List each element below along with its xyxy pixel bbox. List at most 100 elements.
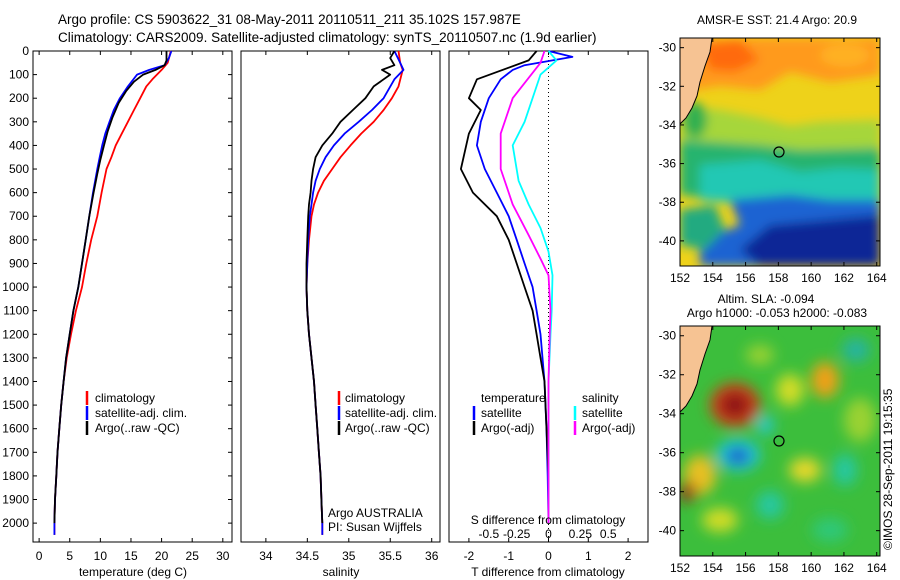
depth-tick-label: 400 bbox=[9, 138, 29, 152]
figure-title-line2: Climatology: CARS2009. Satellite-adjuste… bbox=[58, 30, 597, 45]
salinity-axes-box bbox=[240, 50, 441, 543]
temperature-panel: 0100200300400500600700800900100011001200… bbox=[2, 44, 233, 579]
x-tick-label: 2 bbox=[625, 549, 632, 563]
pi-label: PI: Susan Wijffels bbox=[328, 520, 422, 534]
depth-tick-label: 100 bbox=[9, 68, 29, 82]
map-lon-tick-label: 154 bbox=[703, 271, 723, 285]
map-lat-tick-label: -40 bbox=[659, 234, 677, 248]
depth-tick-label: 1500 bbox=[2, 398, 29, 412]
x-tick-label: 0 bbox=[36, 549, 43, 563]
difference-x-axis: -2 -1 0 1 2 bbox=[464, 51, 632, 563]
depth-tick-label: 900 bbox=[9, 256, 29, 270]
sst-map-panel: AMSR-E SST: 21.4 Argo: 20.9 bbox=[659, 13, 887, 285]
depth-tick-label: 1100 bbox=[3, 304, 29, 318]
sla-map-title-line2: Argo h1000: -0.053 h2000: -0.083 bbox=[687, 306, 867, 320]
temperature-axes-box bbox=[32, 50, 233, 543]
temperature-series bbox=[53, 50, 173, 535]
x-tick-label: 10 bbox=[94, 549, 108, 563]
map-lon-tick-label: 152 bbox=[670, 561, 690, 575]
sla-map-axes: 152 154 156 158 160 162 164 -30 -32 -34 -36 -38 -40 bbox=[659, 326, 887, 575]
salinity-x-axis: 34 34.5 35 35.5 36 bbox=[259, 51, 439, 563]
imos-timestamp: ©IMOS 28-Sep-2011 19:15:35 bbox=[881, 388, 895, 550]
depth-tick-label: 1000 bbox=[2, 280, 29, 294]
map-lon-tick-label: 164 bbox=[867, 271, 887, 285]
x-tick-label: -2 bbox=[464, 549, 475, 563]
map-lon-tick-label: 158 bbox=[768, 271, 788, 285]
s-diff-tick-label: -0.25 bbox=[503, 527, 531, 541]
sst-map-frame bbox=[679, 37, 881, 267]
depth-tick-label: 1600 bbox=[2, 422, 29, 436]
depth-tick-label: 1200 bbox=[2, 327, 29, 341]
depth-tick-label: 1700 bbox=[2, 445, 29, 459]
x-tick-label: 20 bbox=[155, 549, 169, 563]
map-lat-tick-label: -32 bbox=[659, 79, 677, 93]
x-tick-label: -1 bbox=[503, 549, 514, 563]
map-lat-tick-label: -30 bbox=[659, 41, 677, 55]
figure-title-line1: Argo profile: CS 5903622_31 08-May-2011 … bbox=[58, 12, 521, 27]
x-tick-label: 25 bbox=[186, 549, 200, 563]
australia-coastline-sla bbox=[680, 326, 713, 413]
depth-axis: 0 100 200 300 400 500 600 700 800 900 1000 1100 1200… bbox=[2, 44, 232, 530]
float-position-marker-sla bbox=[773, 435, 785, 447]
legend-label-argo: Argo(..raw -QC) bbox=[345, 421, 430, 435]
legend-label-climatology: climatology bbox=[345, 391, 405, 405]
salinity-series bbox=[305, 50, 405, 535]
x-tick-label: 34.5 bbox=[296, 549, 320, 563]
series-line-argo-raw-qc- bbox=[305, 50, 396, 524]
legend-label-t-satellite: satellite bbox=[481, 406, 522, 420]
temperature-legend: climatology satellite-adj. clim. Argo(..… bbox=[85, 391, 187, 435]
difference-panel: -2 -1 0 1 2 temperature salinity satellite s… bbox=[448, 50, 649, 579]
salinity-legend: climatology satellite-adj. clim. Argo(..… bbox=[337, 391, 437, 435]
difference-series bbox=[459, 50, 574, 524]
map-lat-tick-label: -34 bbox=[659, 407, 677, 421]
x-tick-label: 0 bbox=[545, 549, 552, 563]
s-difference-label: S difference from climatology bbox=[471, 513, 626, 527]
legend-label-s-argo: Argo(-adj) bbox=[582, 421, 635, 435]
map-lat-tick-label: -40 bbox=[659, 524, 677, 538]
temperature-xlabel: temperature (deg C) bbox=[79, 565, 187, 579]
map-lon-tick-label: 164 bbox=[867, 561, 887, 575]
s-diff-tick-label: 0.5 bbox=[600, 527, 617, 541]
map-lon-tick-label: 158 bbox=[768, 561, 788, 575]
depth-tick-label: 300 bbox=[9, 115, 29, 129]
map-lat-tick-label: -32 bbox=[659, 368, 677, 382]
legend-label-s-satellite: satellite bbox=[582, 406, 623, 420]
salinity-xlabel: salinity bbox=[323, 565, 360, 579]
sla-heatmap bbox=[680, 326, 880, 556]
australia-coastline-sst bbox=[680, 38, 713, 125]
series-line-argo-adj- bbox=[499, 50, 552, 524]
x-tick-label: 36 bbox=[425, 549, 439, 563]
sst-map-title: AMSR-E SST: 21.4 Argo: 20.9 bbox=[697, 13, 857, 27]
depth-tick-label: 200 bbox=[9, 91, 29, 105]
depth-tick-label: 1300 bbox=[2, 351, 29, 365]
float-position-marker-sst bbox=[773, 146, 785, 158]
sla-map-panel: Altim. SLA: -0.094 Argo h1000: -0.053 h2… bbox=[659, 292, 887, 575]
salinity-difference-ticks: -0.5 -0.25 0 0.25 0.5 bbox=[478, 527, 616, 541]
salinity-panel: 34 34.5 35 35.5 36 climatology satellite-adj… bbox=[240, 50, 441, 579]
map-lon-tick-label: 152 bbox=[670, 271, 690, 285]
s-diff-tick-label: 0.25 bbox=[569, 527, 593, 541]
series-line-argo-adj- bbox=[459, 50, 550, 524]
x-tick-label: 15 bbox=[124, 549, 138, 563]
sla-map-title-line1: Altim. SLA: -0.094 bbox=[718, 292, 815, 306]
x-tick-label: 30 bbox=[216, 549, 230, 563]
map-lon-tick-label: 154 bbox=[703, 561, 723, 575]
depth-tick-label: 1800 bbox=[2, 469, 29, 483]
t-difference-xlabel: T difference from climatology bbox=[471, 565, 625, 579]
depth-tick-label: 0 bbox=[22, 44, 29, 58]
depth-tick-label: 800 bbox=[9, 233, 29, 247]
s-diff-tick-label: -0.5 bbox=[478, 527, 499, 541]
map-lat-tick-label: -36 bbox=[659, 446, 677, 460]
sst-heatmap bbox=[680, 38, 880, 266]
map-lon-tick-label: 162 bbox=[834, 561, 854, 575]
depth-tick-label: 500 bbox=[9, 162, 29, 176]
legend-label-satellite: satellite-adj. clim. bbox=[95, 406, 187, 420]
legend-label-t-argo: Argo(-adj) bbox=[481, 421, 534, 435]
map-lat-tick-label: -38 bbox=[659, 195, 677, 209]
depth-tick-label: 1400 bbox=[2, 374, 29, 388]
legend-label-satellite: satellite-adj. clim. bbox=[345, 406, 437, 420]
legend-header-temperature: temperature bbox=[481, 391, 546, 405]
difference-legend: temperature salinity satellite satellite… bbox=[472, 391, 635, 435]
map-lat-tick-label: -36 bbox=[659, 157, 677, 171]
x-tick-label: 1 bbox=[585, 549, 592, 563]
